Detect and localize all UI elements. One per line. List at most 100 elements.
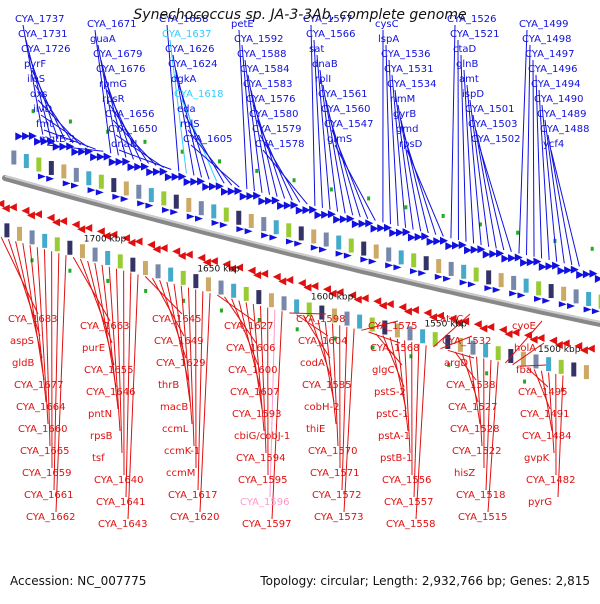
cog-category-tile (496, 346, 501, 360)
gc-marker (106, 279, 109, 283)
forward-gene-arrow (245, 228, 253, 234)
cog-category-tile (156, 264, 161, 278)
label-leader-line (329, 115, 360, 217)
gene-label: CYA_1502 (471, 134, 520, 145)
gene-label: CYA_1679 (93, 49, 142, 60)
gene-label: CYA_1482 (526, 475, 575, 486)
gene-label: pyrF (24, 59, 46, 70)
gene-label: CYA_1515 (458, 512, 507, 523)
gc-marker (143, 140, 146, 144)
cog-category-tile (546, 357, 551, 371)
forward-gene-arrow (517, 292, 525, 298)
gene-label: CYA_1497 (525, 49, 574, 60)
forward-gene-arrow (410, 268, 418, 274)
gene-label: CYA_1531 (384, 64, 433, 75)
cog-category-tile (374, 245, 379, 259)
gene-label: CYA_1659 (22, 468, 71, 479)
cog-category-tile (161, 191, 166, 205)
reverse-gene-arrow (398, 303, 406, 311)
reverse-gene-arrow (135, 237, 143, 245)
gene-label: gyrB (393, 109, 416, 120)
gene-label: gldB (12, 358, 34, 369)
cog-category-tile (256, 290, 261, 304)
reverse-gene-arrow (160, 244, 168, 252)
cog-category-tile (118, 254, 123, 268)
gc-marker (220, 308, 223, 312)
gene-label: CYA_1585 (302, 380, 351, 391)
forward-gene-arrow (484, 285, 492, 291)
gene-label: CYA_1663 (80, 321, 129, 332)
cog-category-tile (399, 250, 404, 264)
reverse-gene-arrow (298, 279, 306, 287)
forward-gene-arrow (96, 189, 104, 195)
kbp-tick-label: 1700 kbp (84, 234, 127, 244)
gene-label: CYA_1650 (108, 124, 157, 135)
gene-label: CYA_1572 (312, 490, 361, 501)
gene-label: fba (516, 365, 532, 376)
gene-label: CYA_1662 (26, 512, 75, 523)
gene-label: CYA_1484 (522, 431, 571, 442)
cog-category-tile (186, 198, 191, 212)
cog-category-tile (449, 262, 454, 276)
cog-category-tile (24, 154, 29, 168)
gene-label: CYA_1489 (537, 109, 586, 120)
forward-gene-arrow (46, 176, 54, 182)
reverse-gene-arrow (72, 221, 80, 229)
cog-category-tile (324, 233, 329, 247)
cog-category-tile (511, 276, 516, 290)
forward-gene-arrow (112, 194, 120, 200)
gene-label: CYA_1532 (442, 336, 491, 347)
gene-label: CYA_1488 (540, 124, 589, 135)
cog-category-tile (571, 362, 576, 376)
cog-category-tile (269, 293, 274, 307)
cog-category-tile (524, 279, 529, 293)
label-leader-line (344, 329, 354, 512)
gene-label: CYA_1583 (243, 79, 292, 90)
forward-gene-arrow (286, 239, 294, 245)
cog-category-tile (17, 227, 22, 241)
gene-label: pstC-1 (376, 409, 408, 420)
reverse-gene-arrow (0, 200, 4, 208)
gc-marker (296, 327, 299, 331)
kbp-tick-label: 1500 kbp (538, 345, 581, 355)
reverse-gene-arrow (524, 331, 532, 339)
gene-label: CYA_1637 (162, 29, 211, 40)
cog-category-tile (219, 281, 224, 295)
gene-label: CYA_1683 (8, 314, 57, 325)
gene-label: macB (160, 402, 188, 413)
gene-label: CYA_1588 (237, 49, 286, 60)
gene-label: CYA_1604 (298, 336, 347, 347)
gene-label: CYA_1665 (20, 446, 69, 457)
gene-label: CYA_1580 (249, 109, 298, 120)
reverse-gene-arrow (34, 210, 42, 218)
gene-label: rpsD (399, 139, 423, 150)
gene-label: sat (309, 44, 324, 55)
gene-label: fmt (36, 119, 53, 130)
gene-label: CYA_1645 (152, 314, 201, 325)
gene-label: rpsB (90, 431, 113, 442)
gene-label: rpmG (99, 79, 127, 90)
cog-category-tile (533, 354, 538, 368)
cog-category-tile (4, 223, 9, 237)
forward-gene-arrow (418, 270, 426, 276)
gene-label: glgC (372, 365, 394, 376)
cog-category-tile (30, 230, 35, 244)
gene-label: CYA_1640 (94, 475, 143, 486)
gene-label: gmd (396, 124, 418, 135)
cog-category-tile (357, 315, 362, 329)
label-leader-line (335, 145, 375, 221)
label-leader-line (479, 145, 511, 252)
forward-gene-arrow (393, 264, 401, 270)
gene-label: CYA_1495 (518, 387, 567, 398)
gene-label: CYA_1501 (465, 104, 514, 115)
gene-label: amt (459, 74, 479, 85)
cog-category-tile (586, 292, 591, 306)
gene-label: CYA_1570 (308, 446, 357, 457)
cog-category-tile (311, 229, 316, 243)
gene-label: CYA_1617 (168, 490, 217, 501)
cog-category-tile (361, 242, 366, 256)
gene-label: CYA_1578 (255, 139, 304, 150)
reverse-gene-arrow (474, 320, 482, 328)
gene-label: rplI (315, 74, 331, 85)
gene-label: CYA_1503 (468, 119, 517, 130)
